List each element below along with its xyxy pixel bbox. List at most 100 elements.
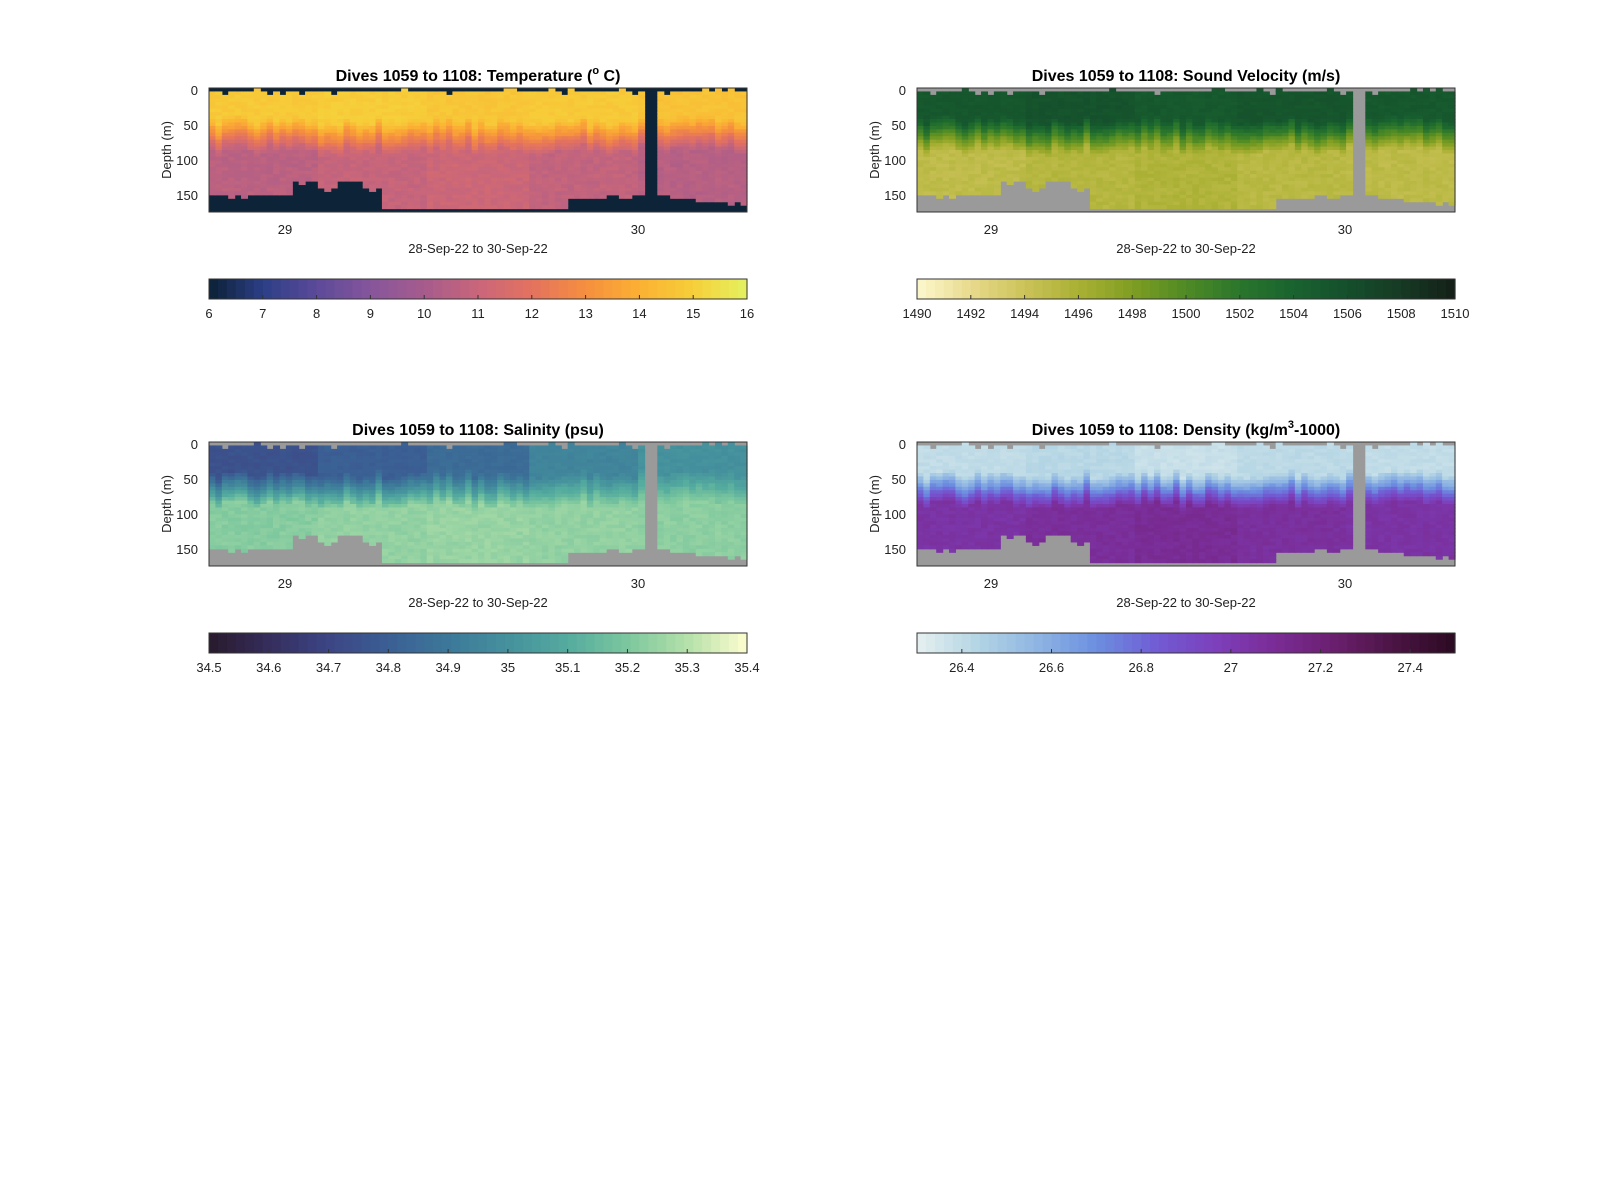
sound_velocity-cell (955, 174, 963, 179)
temperature-cell (465, 139, 473, 144)
sound_velocity-cell (1294, 129, 1302, 134)
temperature-cell (241, 119, 249, 124)
sound_velocity-cell (1096, 170, 1104, 175)
temperature-cell (369, 156, 377, 161)
sound_velocity-cell (1301, 153, 1309, 158)
temperature-cell (554, 194, 562, 199)
temperature-cell (215, 139, 223, 144)
temperature-cell (215, 125, 223, 130)
sound_velocity-cell (955, 184, 963, 189)
temperature-cell (612, 174, 620, 179)
temperature-cell (574, 115, 582, 120)
temperature-cell (484, 105, 492, 110)
temperature-cell (670, 184, 678, 189)
temperature-cell (253, 181, 261, 186)
sound_velocity-cell (961, 119, 969, 124)
sound_velocity-cell (1250, 194, 1258, 199)
sound_velocity-cell (1384, 146, 1392, 151)
sound_velocity-cell (1064, 156, 1072, 161)
temperature-cell (529, 174, 537, 179)
sound_velocity-cell (1333, 125, 1341, 130)
temperature-colorbar-segment (612, 279, 623, 299)
sound_velocity-cell (1013, 132, 1021, 137)
temperature-cell (433, 146, 441, 151)
sound_velocity-cell (1109, 156, 1117, 161)
temperature-cell (682, 119, 690, 124)
temperature-cell (554, 115, 562, 120)
sound_velocity-cell (936, 160, 944, 165)
sound_velocity-cell (1102, 177, 1110, 182)
temperature-cell (676, 132, 684, 137)
temperature-cell (260, 132, 268, 137)
temperature-cell (580, 136, 588, 141)
temperature-cell (305, 163, 313, 168)
sound_velocity-cell (1243, 177, 1251, 182)
sound_velocity-cell (936, 167, 944, 172)
temperature-cell (714, 115, 722, 120)
temperature-cell (522, 177, 530, 182)
temperature-cell (292, 174, 300, 179)
temperature-cell (702, 156, 710, 161)
sound_velocity-cell (1384, 122, 1392, 127)
temperature-cell (689, 115, 697, 120)
sound_velocity-cell (1371, 98, 1379, 103)
sound_velocity-cell (1250, 167, 1258, 172)
temperature-cell (625, 105, 633, 110)
sound_velocity-cell (1173, 191, 1181, 196)
sound_velocity-cell (1032, 146, 1040, 151)
temperature-cell (381, 194, 389, 199)
temperature-cell (561, 98, 569, 103)
sound_velocity-cell (1128, 146, 1136, 151)
temperature-cell (529, 101, 537, 106)
temperature-cell (426, 143, 434, 148)
temperature-cell (734, 115, 742, 120)
temperature-cell (727, 191, 735, 196)
temperature-cell (510, 115, 518, 120)
temperature-cell (586, 170, 594, 175)
temperature-cell (420, 105, 428, 110)
sound_velocity-cell (1403, 150, 1411, 155)
sound_velocity-cell (1064, 174, 1072, 179)
sound_velocity-cell (1288, 143, 1296, 148)
sound_velocity-cell (1378, 94, 1386, 99)
temperature-cell (407, 108, 415, 113)
temperature-cell (497, 136, 505, 141)
temperature-cell (593, 170, 601, 175)
sound_velocity-cell (1179, 122, 1187, 127)
temperature-cell (452, 94, 460, 99)
temperature-cell (260, 156, 268, 161)
temperature-cell (548, 198, 556, 203)
temperature-cell (522, 108, 530, 113)
temperature-cell (343, 160, 351, 165)
temperature-cell (381, 136, 389, 141)
sound_velocity-cell (1205, 129, 1213, 134)
temperature-cell (234, 132, 242, 137)
temperature-cell (676, 139, 684, 144)
temperature-cell (638, 187, 646, 192)
temperature-cell (407, 132, 415, 137)
temperature-cell (721, 115, 729, 120)
sound_velocity-cell (968, 184, 976, 189)
temperature-cell (266, 94, 274, 99)
sound_velocity-cell (1173, 205, 1181, 210)
temperature-cell (209, 191, 216, 196)
sound_velocity-cell (1205, 91, 1213, 96)
sound_velocity-cell (1390, 129, 1398, 134)
temperature-cell (273, 181, 281, 186)
temperature-cell (631, 181, 639, 186)
sound_velocity-cell (1397, 177, 1405, 182)
sound_velocity-cell (949, 98, 957, 103)
sound_velocity-cell (961, 115, 969, 120)
sound_velocity-cell (1109, 108, 1117, 113)
sound_velocity-cell (1224, 187, 1232, 192)
sound_velocity-cell (1205, 150, 1213, 155)
temperature-cell (439, 201, 447, 206)
sound_velocity-cell (1339, 187, 1347, 192)
temperature-cell (554, 98, 562, 103)
sound_velocity-cell (1230, 174, 1238, 179)
temperature-cell (548, 122, 556, 127)
sound_velocity-cell (981, 122, 989, 127)
sound_velocity-cell (1192, 122, 1200, 127)
temperature-cell (311, 105, 319, 110)
temperature-cell (670, 91, 678, 96)
